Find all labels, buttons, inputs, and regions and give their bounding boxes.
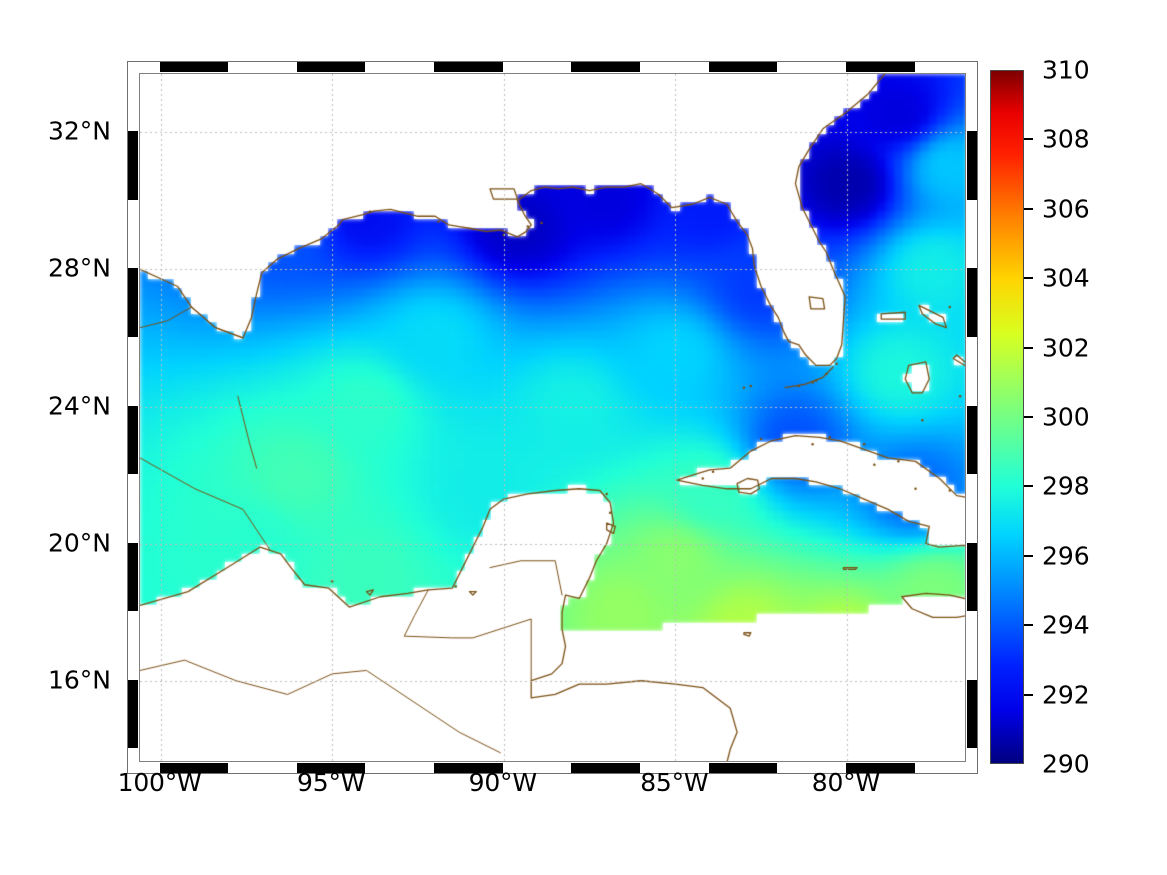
- map-border-segment: [777, 61, 846, 72]
- map-border-segment: [502, 763, 572, 774]
- map-border-segment: [434, 61, 503, 72]
- map-border-segment: [127, 336, 138, 406]
- colorbar-tick-mark-1: [1024, 693, 1033, 696]
- map-border-segment: [127, 199, 138, 269]
- map-border-segment: [914, 763, 966, 774]
- y-tick-label-2: 24°N: [47, 391, 111, 420]
- map-border-segment: [228, 763, 297, 774]
- map-border-segment: [967, 73, 978, 132]
- map-border-segment: [571, 61, 640, 72]
- colorbar-tick-label-5: 300: [1042, 402, 1090, 432]
- colorbar-tick-label-9: 308: [1042, 124, 1090, 154]
- map-border-segment: [159, 763, 229, 774]
- y-tick-label-1: 20°N: [47, 528, 111, 558]
- map-border-segment: [571, 763, 640, 774]
- map-border-segment: [640, 61, 709, 72]
- map-border-segment: [967, 131, 978, 200]
- map-border-segment: [708, 763, 778, 774]
- x-tick-label-0: 100°W: [117, 768, 202, 797]
- map-border-segment: [967, 611, 978, 680]
- map-border-segment: [127, 268, 138, 337]
- colorbar-tick-mark-4: [1024, 485, 1033, 488]
- map-border-segment: [159, 61, 229, 72]
- colorbar-tick-mark-2: [1024, 624, 1033, 627]
- map-border-segment: [365, 61, 435, 72]
- map-frame: [139, 73, 966, 762]
- map-border-segment: [127, 131, 138, 200]
- map-border-segment: [967, 542, 978, 612]
- colorbar-tick-mark-5: [1024, 416, 1033, 418]
- map-border-segment: [127, 73, 138, 132]
- colorbar-tick-mark-3: [1024, 554, 1033, 557]
- y-tick-label-4: 32°N: [47, 116, 111, 146]
- map-border-segment: [296, 763, 366, 774]
- colorbar-tick-label-6: 302: [1042, 333, 1090, 363]
- map-border-segment: [139, 61, 160, 72]
- map-border-segment: [502, 61, 572, 72]
- x-tick-label-2: 90°W: [468, 768, 537, 797]
- x-tick-label-1: 95°W: [297, 768, 366, 797]
- map-border-segment: [967, 268, 978, 337]
- colorbar-tick-label-8: 306: [1042, 194, 1090, 224]
- map-border-segment: [127, 748, 138, 762]
- colorbar[interactable]: 290 292 294 296 298 300 302 304 306 308 310: [990, 56, 1090, 779]
- map-border-segment: [296, 61, 366, 72]
- map-border-segment: [914, 61, 966, 72]
- map-border-segment: [127, 474, 138, 543]
- map-border-segment: [228, 61, 297, 72]
- colorbar-tick-mark-7: [1024, 277, 1033, 280]
- map-border-segment: [640, 763, 709, 774]
- map-border-segment: [967, 405, 978, 475]
- map-border-segment: [127, 679, 138, 749]
- colorbar-tick-label-10: 310: [1042, 55, 1090, 85]
- colorbar-tick-mark-6: [1024, 346, 1033, 349]
- colorbar-tick-mark-8: [1024, 207, 1033, 210]
- colorbar-tick-label-3: 296: [1042, 541, 1090, 571]
- y-tick-label-0: 16°N: [47, 665, 111, 695]
- colorbar-tick-label-1: 292: [1042, 680, 1090, 710]
- graticule-layer: [140, 74, 965, 761]
- map-border-segment: [127, 542, 138, 612]
- map-border-segment: [365, 763, 435, 774]
- map-border-segment: [845, 763, 915, 774]
- map-border-segment: [967, 336, 978, 406]
- map-border-segment: [967, 474, 978, 543]
- map-border-segment: [434, 763, 503, 774]
- colorbar-tick-mark-9: [1024, 138, 1033, 141]
- y-tick-label-3: 28°N: [47, 253, 111, 283]
- map-panel[interactable]: [127, 61, 978, 774]
- colorbar-tick-label-2: 294: [1042, 610, 1090, 640]
- x-tick-label-3: 85°W: [640, 768, 709, 797]
- x-tick-label-4: 80°W: [811, 768, 881, 797]
- colorbar-gradient: [990, 70, 1024, 764]
- map-border-segment: [967, 679, 978, 749]
- map-border-segment: [139, 763, 160, 774]
- map-border-segment: [127, 611, 138, 680]
- map-border-segment: [967, 748, 978, 762]
- colorbar-tick-label-7: 304: [1042, 263, 1090, 293]
- map-border-segment: [127, 405, 138, 475]
- map-border-segment: [708, 61, 778, 72]
- colorbar-tick-label-4: 298: [1042, 471, 1090, 501]
- map-border-segment: [777, 763, 846, 774]
- map-border-segment: [967, 199, 978, 269]
- map-border-segment: [845, 61, 915, 72]
- colorbar-tick-label-0: 290: [1042, 749, 1090, 779]
